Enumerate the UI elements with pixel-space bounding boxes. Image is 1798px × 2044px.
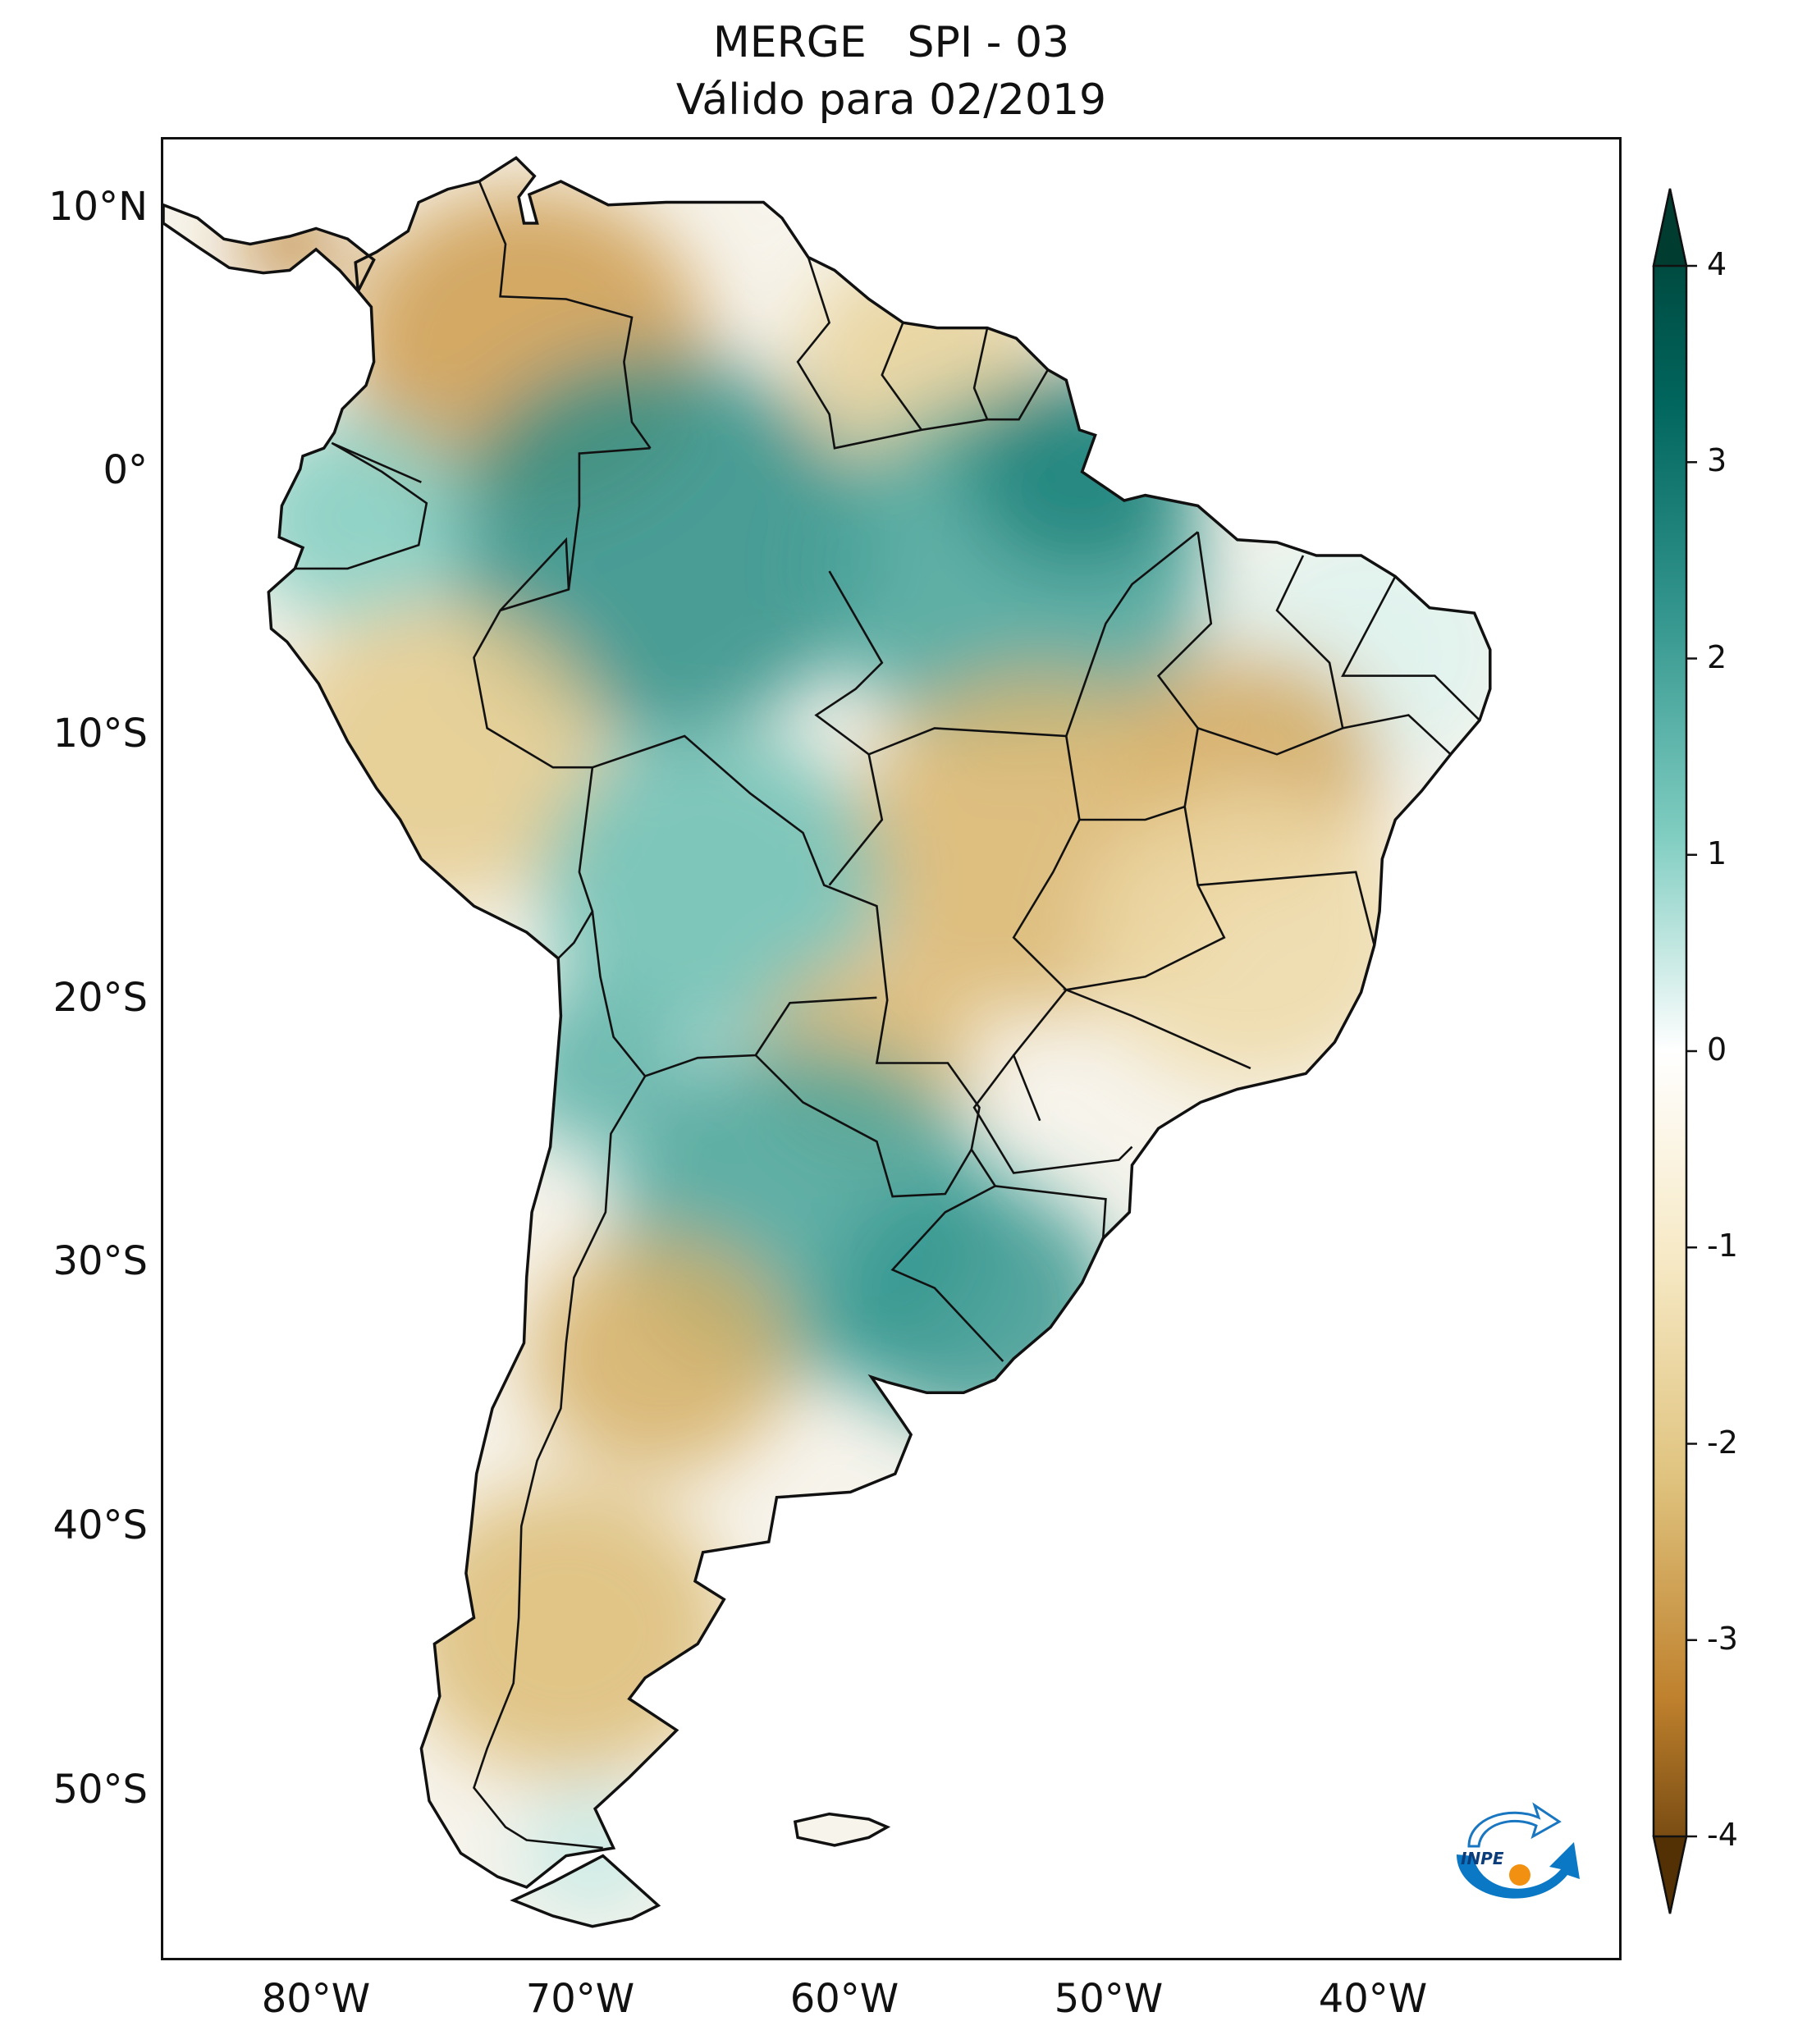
- country-border: [478, 181, 652, 449]
- colorbar-tick-label: -1: [1707, 1228, 1738, 1264]
- country-border: [754, 1054, 972, 1198]
- spi-region-blob: [240, 415, 471, 623]
- spi-region-blob: [518, 1786, 666, 1920]
- spi-region-blob: [964, 363, 1195, 570]
- colorbar-bar: [1652, 188, 1688, 1914]
- map-title: MERGE SPI - 03: [712, 18, 1070, 67]
- spi-region-blob: [445, 353, 872, 738]
- country-border: [1197, 871, 1375, 946]
- colorbar-tick-label: 4: [1707, 246, 1727, 282]
- lon-label-80w: 80°W: [261, 1976, 371, 2022]
- spi-region-blob: [538, 729, 884, 1040]
- country-border: [995, 1185, 1107, 1239]
- colorbar-tick-label: 1: [1707, 835, 1727, 871]
- colorbar: [1652, 188, 1697, 1914]
- colorbar-tick-label: -4: [1707, 1817, 1738, 1853]
- map-frame[interactable]: [161, 137, 1622, 1960]
- country-border: [1342, 714, 1452, 756]
- country-border: [828, 754, 884, 886]
- colorbar-tick-label: 3: [1707, 442, 1727, 479]
- coastline: [163, 156, 1492, 1928]
- colorbar-tick-label: 2: [1707, 638, 1727, 675]
- country-border: [591, 911, 877, 1078]
- country-border: [1197, 555, 1344, 756]
- lat-label-10s: 10°S: [53, 711, 148, 757]
- country-border: [972, 1054, 1133, 1174]
- colorbar-tick-label: -2: [1707, 1424, 1738, 1461]
- spi-region-blob: [401, 1483, 730, 1779]
- country-border: [796, 257, 1050, 450]
- map-canvas: [163, 156, 1492, 1928]
- lat-label-0: 0°: [103, 447, 148, 493]
- lat-label-50s: 50°S: [53, 1767, 148, 1813]
- country-borders: [295, 181, 1480, 1850]
- spi-field: [163, 158, 1490, 1927]
- inpe-logo-icon: INPE: [1457, 1802, 1580, 1899]
- country-border: [499, 537, 570, 611]
- colorbar-tick-label: 0: [1707, 1031, 1727, 1068]
- colorbar-tick-label: -3: [1707, 1620, 1738, 1657]
- lat-label-30s: 30°S: [53, 1238, 148, 1284]
- country-border: [814, 531, 1199, 756]
- lat-label-40s: 40°S: [53, 1502, 148, 1548]
- lat-label-10n: 10°N: [48, 184, 148, 230]
- lon-label-40w: 40°W: [1318, 1976, 1428, 2022]
- lon-label-70w: 70°W: [525, 1976, 635, 2022]
- country-border: [972, 327, 989, 420]
- country-border: [295, 441, 428, 570]
- colorbar-extend-bottom: [1652, 1835, 1688, 1914]
- country-border: [473, 446, 1004, 1362]
- country-border: [473, 1075, 647, 1850]
- lat-label-20s: 20°S: [53, 975, 148, 1021]
- colorbar-extend-top: [1652, 188, 1688, 268]
- lon-label-50w: 50°W: [1054, 1976, 1164, 2022]
- spi-region-blob: [835, 1177, 1114, 1429]
- country-border: [881, 322, 922, 431]
- lon-label-60w: 60°W: [789, 1976, 899, 2022]
- logo-text: INPE: [1461, 1849, 1504, 1868]
- country-border: [1341, 575, 1480, 721]
- spi-region-blob: [1086, 789, 1415, 1086]
- map-subtitle: Válido para 02/2019: [675, 75, 1107, 125]
- spi-region-blob: [527, 1237, 790, 1475]
